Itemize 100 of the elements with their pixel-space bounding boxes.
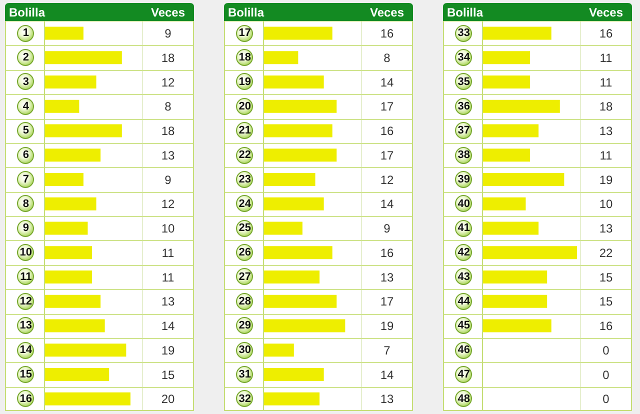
y-tick-label: 8: [22, 198, 29, 210]
data-label: 12: [161, 197, 175, 212]
bar: [45, 294, 101, 308]
bar: [483, 319, 552, 332]
bar: [45, 148, 101, 162]
data-label: 20: [161, 392, 175, 406]
data-label: 14: [161, 319, 175, 333]
bar: [264, 100, 337, 113]
bar: [45, 26, 84, 40]
data-label: 16: [380, 124, 394, 138]
data-label: 17: [380, 294, 394, 309]
data-label: 0: [602, 392, 610, 406]
y-axis-title: Bolilla: [447, 5, 484, 20]
bar: [483, 222, 539, 235]
bar: [483, 294, 548, 308]
data-label: 10: [599, 197, 613, 212]
data-label: 22: [599, 246, 613, 260]
bar: [45, 124, 122, 138]
data-label: 12: [161, 75, 175, 90]
y-tick-label: 5: [22, 124, 29, 137]
bar: [483, 26, 552, 40]
bar: [45, 270, 92, 284]
bar: [483, 51, 530, 64]
bar: [264, 197, 324, 210]
bar: [264, 75, 324, 88]
y-tick-label: 1: [22, 27, 29, 40]
data-label: 14: [380, 75, 394, 90]
data-label: 0: [602, 368, 610, 382]
data-label: 17: [380, 148, 394, 162]
bar: [45, 75, 96, 88]
y-axis-title: Bolilla: [9, 5, 46, 20]
bar: [264, 26, 332, 40]
bar: [483, 172, 564, 186]
y-tick-label: 6: [22, 149, 29, 162]
bar: [45, 246, 92, 260]
data-label: 19: [599, 172, 613, 187]
bar: [483, 246, 577, 260]
data-label: 11: [600, 75, 613, 90]
bar: [264, 148, 337, 162]
data-label: 13: [380, 392, 394, 406]
bar: [264, 51, 298, 64]
bar: [45, 197, 96, 210]
data-label: 11: [162, 246, 175, 260]
bar: [264, 294, 337, 308]
y-tick-label: 3: [22, 76, 29, 88]
bar: [45, 172, 84, 186]
data-label: 16: [380, 26, 394, 40]
data-label: 10: [161, 222, 175, 236]
data-label: 11: [162, 270, 175, 284]
bar: [264, 124, 332, 138]
bar: [45, 319, 105, 332]
data-label: 12: [380, 172, 394, 187]
data-label: 11: [600, 50, 613, 65]
data-label: 18: [161, 50, 175, 65]
bar: [264, 222, 302, 235]
bar: [483, 270, 548, 284]
bar: [264, 246, 332, 260]
bar: [45, 392, 130, 406]
data-label: 9: [384, 222, 391, 236]
bar: [483, 197, 526, 210]
x-axis-title: Veces: [150, 5, 186, 20]
data-label: 8: [384, 50, 391, 65]
bar: [264, 172, 316, 186]
data-label: 7: [384, 343, 391, 358]
x-axis-title: Veces: [588, 5, 624, 20]
data-label: 19: [161, 343, 175, 358]
data-label: 13: [380, 270, 394, 284]
data-label: 16: [380, 246, 394, 260]
bar: [483, 100, 560, 113]
bar: [264, 344, 294, 357]
bar: [483, 75, 530, 88]
y-tick-label: 9: [22, 222, 29, 234]
bar: [45, 222, 88, 235]
data-label: 14: [380, 368, 394, 382]
data-label: 9: [164, 26, 172, 40]
data-label: 14: [380, 197, 394, 212]
bar: [264, 319, 346, 332]
data-label: 13: [161, 148, 175, 162]
data-label: 13: [599, 124, 613, 138]
data-label: 13: [161, 294, 175, 309]
bar: [264, 368, 324, 381]
y-axis-title: Bolilla: [228, 5, 264, 20]
bar: [45, 100, 80, 113]
y-tick-label: 2: [22, 52, 29, 64]
bar: [264, 392, 320, 406]
data-label: 13: [599, 222, 613, 236]
data-label: 9: [164, 172, 172, 187]
y-tick-label: 4: [22, 100, 30, 112]
bar: [45, 368, 110, 381]
data-label: 17: [380, 100, 394, 114]
y-tick-label: 7: [22, 173, 29, 186]
data-label: 16: [599, 26, 613, 40]
data-label: 15: [161, 368, 175, 382]
data-label: 16: [599, 319, 613, 333]
bar: [45, 344, 126, 357]
data-label: 11: [600, 148, 613, 162]
y-tick-label: 11: [20, 270, 32, 283]
data-label: 0: [602, 343, 610, 358]
bar: [483, 124, 539, 138]
data-label: 18: [161, 124, 175, 138]
